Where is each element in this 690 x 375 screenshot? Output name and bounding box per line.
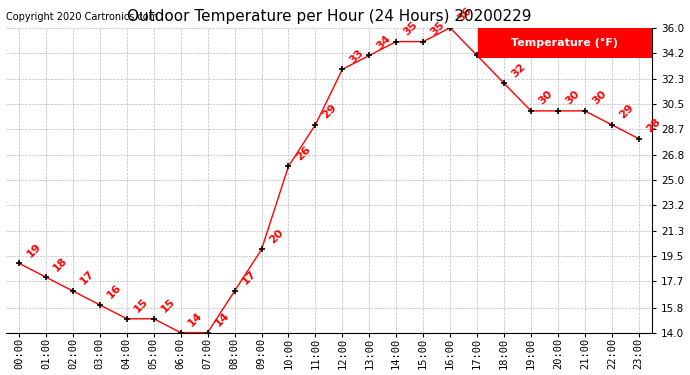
Text: 19: 19 <box>25 241 43 259</box>
Text: 30: 30 <box>591 89 608 107</box>
Text: 30: 30 <box>537 89 554 107</box>
Text: 35: 35 <box>402 20 420 38</box>
Text: 16: 16 <box>106 283 124 301</box>
Title: Outdoor Temperature per Hour (24 Hours) 20200229: Outdoor Temperature per Hour (24 Hours) … <box>126 9 531 24</box>
Text: 15: 15 <box>159 297 177 315</box>
Text: 29: 29 <box>618 102 635 121</box>
Text: 17: 17 <box>79 269 97 287</box>
Text: 32: 32 <box>509 61 527 79</box>
Text: 20: 20 <box>267 227 285 245</box>
Text: 29: 29 <box>321 102 339 121</box>
Text: 36: 36 <box>455 6 474 24</box>
Text: 26: 26 <box>294 144 312 162</box>
Text: 17: 17 <box>240 269 258 287</box>
Text: 34: 34 <box>375 33 393 51</box>
Text: 28: 28 <box>644 116 662 135</box>
Text: 34: 34 <box>482 33 501 51</box>
Text: 33: 33 <box>348 47 366 65</box>
Text: 30: 30 <box>564 89 581 107</box>
Text: 14: 14 <box>213 310 231 328</box>
Text: 14: 14 <box>186 310 204 328</box>
Text: Copyright 2020 Cartronics.com: Copyright 2020 Cartronics.com <box>6 12 158 22</box>
Text: 18: 18 <box>52 255 70 273</box>
Text: 35: 35 <box>428 20 446 38</box>
Text: 15: 15 <box>132 297 150 315</box>
